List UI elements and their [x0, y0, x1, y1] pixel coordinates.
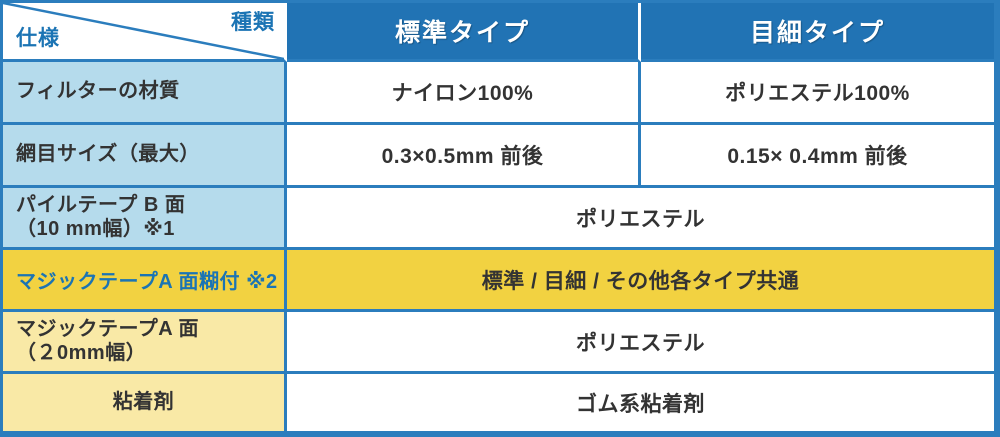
corner-label-type: 種類	[231, 11, 275, 34]
value-magic-tape-a: ポリエステル	[287, 312, 994, 374]
value-filter-material-fine: ポリエステル100%	[641, 62, 994, 125]
value-mesh-size-fine: 0.15× 0.4mm 前後	[641, 125, 994, 188]
row-label-magic-tape-a: マジックテープA 面 （２0mm幅）	[3, 312, 287, 374]
row-label-magic-tape-a-glued: マジックテープA 面糊付 ※2	[3, 250, 287, 312]
row-label-filter-material: フィルターの材質	[3, 62, 287, 125]
value-pile-tape-b: ポリエステル	[287, 188, 994, 250]
diagonal-divider-line	[3, 3, 284, 59]
corner-label-spec: 仕様	[16, 27, 60, 50]
corner-cell: 種類 仕様	[3, 3, 287, 62]
value-magic-tape-a-glued: 標準 / 目細 / その他各タイプ共通	[287, 250, 994, 312]
row-label-pile-tape-b: パイルテープ B 面 （10 mm幅）※1	[3, 188, 287, 250]
value-mesh-size-standard: 0.3×0.5mm 前後	[287, 125, 641, 188]
row-label-mesh-size: 網目サイズ（最大）	[3, 125, 287, 188]
value-adhesive: ゴム系粘着剤	[287, 374, 994, 431]
row-label-adhesive: 粘着剤	[3, 374, 287, 431]
value-filter-material-standard: ナイロン100%	[287, 62, 641, 125]
column-header-fine-type: 目細タイプ	[641, 3, 994, 62]
column-header-standard-type: 標準タイプ	[287, 3, 641, 62]
